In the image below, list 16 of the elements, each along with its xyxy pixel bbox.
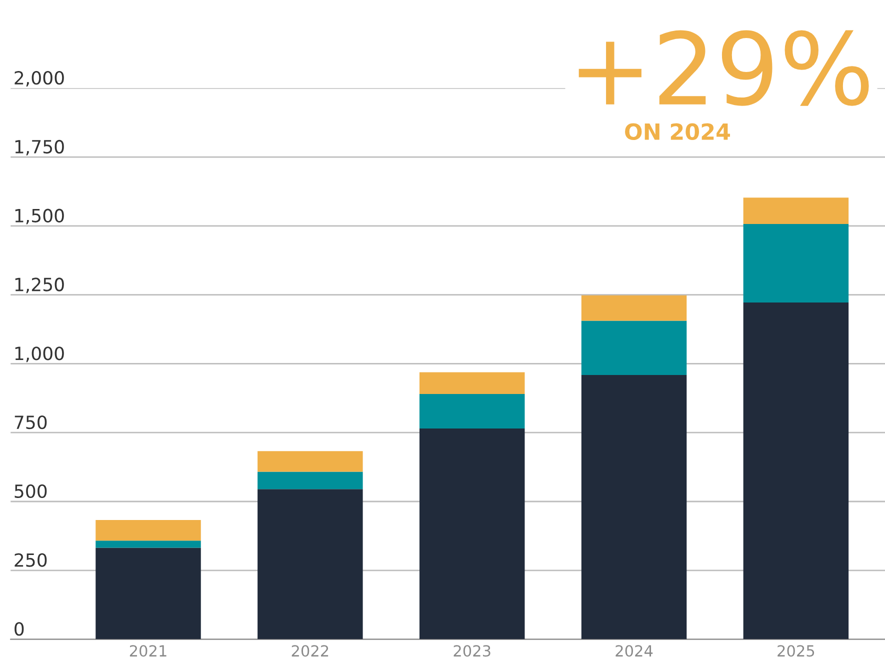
y-tick-label: 750 (14, 415, 47, 430)
y-tick-label: 500 (14, 484, 47, 498)
y-tick-label: 1,000 (15, 346, 64, 362)
x-tick-label: 2024 (616, 645, 653, 657)
y-tick-label: 1,750 (15, 140, 64, 156)
x-tick-label: 2025 (778, 645, 814, 657)
x-tick-label: 2023 (454, 645, 490, 657)
y-tick-label: 250 (14, 553, 47, 567)
annotation: ON 2024 (625, 123, 730, 140)
y-tick-label: 1,250 (15, 278, 64, 294)
y-tick-label: 1,500 (15, 208, 64, 224)
annotation: +29% (578, 30, 869, 106)
x-tick-label: 2022 (292, 645, 328, 657)
y-tick-label: 0 (14, 622, 24, 636)
y-tick-label: 2,000 (14, 71, 64, 87)
x-tick-label: 2021 (130, 645, 166, 657)
